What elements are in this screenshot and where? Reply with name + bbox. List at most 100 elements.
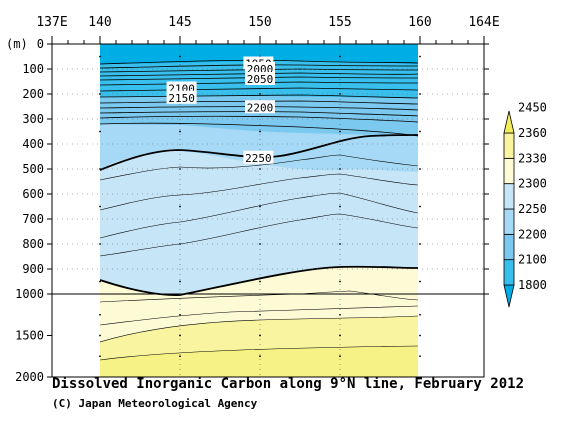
station-dot — [259, 334, 261, 337]
chart-title: Dissolved Inorganic Carbon along 9°N lin… — [52, 376, 525, 392]
station-dot — [99, 280, 101, 283]
contour-label-box — [243, 150, 274, 164]
colorbar-label: 1800 — [518, 278, 547, 292]
y-axis: 0 100 200 300 400 500 600 700 800 900 1000 1500 2000 — [15, 37, 489, 384]
colorbar-label: 2360 — [518, 126, 547, 140]
colorbar-segment — [503, 233, 515, 261]
x-tick-label: 155 — [328, 15, 351, 30]
band-2360 — [100, 316, 418, 377]
station-dot — [179, 55, 181, 58]
station-dot — [259, 130, 261, 133]
station-dot — [99, 93, 101, 95]
station-dot — [179, 334, 181, 337]
x-tick-label: 164E — [468, 15, 499, 30]
colorbar-under-triangle — [503, 284, 515, 308]
station-dot — [339, 205, 341, 208]
station-dot — [339, 280, 341, 283]
x-tick-label: 160 — [408, 15, 431, 30]
colorbar-segment — [503, 183, 515, 210]
station-dot — [179, 205, 181, 208]
colorbar: 1800 2100 2200 2250 2300 2330 2360 2450 — [503, 101, 547, 308]
y-tick-label: 400 — [22, 137, 44, 151]
contour-label-box — [166, 90, 197, 104]
y-tick-label: 0 — [37, 37, 44, 51]
contours-deep — [100, 290, 418, 361]
station-dot — [99, 130, 101, 133]
station-dot — [99, 243, 101, 245]
station-dot — [419, 55, 421, 58]
colorbar-label: 2450 — [518, 101, 547, 115]
colorbar-label: 2100 — [518, 253, 547, 267]
contour-label: 2200 — [247, 101, 274, 114]
contour-label: 2050 — [247, 73, 274, 86]
contour-2300-bold — [100, 265, 418, 296]
station-dot — [419, 93, 421, 95]
station-dot — [99, 205, 101, 208]
y-tick-label: 800 — [22, 237, 44, 251]
contour-lines — [100, 59, 418, 361]
chart-credit: (C) Japan Meteorological Agency — [52, 397, 258, 410]
contour-label: 2150 — [168, 92, 195, 105]
colorbar-segment — [503, 259, 515, 286]
contour-label-box — [245, 62, 275, 75]
contour-label: 2250 — [245, 152, 272, 165]
colorbar-label: 2330 — [518, 151, 547, 165]
colorbar-segment — [503, 208, 515, 235]
station-dot — [179, 130, 181, 133]
contour-labels: 1950200020502100215022002250 — [166, 56, 275, 165]
y-tick-label: 1500 — [15, 329, 44, 343]
station-dot — [99, 355, 101, 358]
y-tick-label: 2000 — [15, 370, 44, 384]
y-tick-label: 600 — [22, 187, 44, 201]
x-tick-label: 150 — [248, 15, 271, 30]
colorbar-over-triangle — [503, 110, 515, 134]
station-markers — [99, 55, 421, 358]
station-dot — [259, 280, 261, 283]
y-tick-label: 300 — [22, 112, 44, 126]
colorbar-label: 2250 — [518, 202, 547, 216]
x-tick-label: 145 — [168, 15, 191, 30]
colorbar-segment — [503, 157, 515, 185]
station-dot — [419, 130, 421, 133]
station-dot — [419, 168, 421, 170]
station-dot — [419, 280, 421, 283]
station-dot — [339, 334, 341, 337]
contour-label-box — [245, 72, 275, 85]
y-tick-label: 1000 — [15, 287, 44, 301]
band-1800 — [100, 44, 418, 64]
station-dot — [339, 55, 341, 58]
station-dot — [259, 355, 261, 358]
y-tick-label: 900 — [22, 262, 44, 276]
station-dot — [419, 313, 421, 316]
station-dot — [99, 334, 101, 337]
y-tick-label: 200 — [22, 87, 44, 101]
y-tick-label: 700 — [22, 212, 44, 226]
station-dot — [419, 205, 421, 208]
contour-2250-bold — [100, 134, 418, 171]
x-tick-label: 137E — [36, 15, 67, 30]
station-dot — [99, 168, 101, 170]
y-tick-label: 100 — [22, 62, 44, 76]
x-axis: 137E 140 145 150 155 160 164E — [36, 15, 500, 377]
station-dot — [339, 355, 341, 358]
station-dot — [179, 280, 181, 283]
band-2360-deep — [100, 346, 418, 377]
colorbar-label: 2300 — [518, 177, 547, 191]
station-dot — [99, 55, 101, 58]
contours-mid — [100, 154, 418, 257]
x-tick-label: 140 — [88, 15, 111, 30]
station-dot — [259, 205, 261, 208]
station-dot — [419, 243, 421, 245]
station-dot — [339, 130, 341, 133]
contours-dense-thermocline — [100, 59, 418, 137]
station-dot — [99, 313, 101, 316]
y-tick-label: 500 — [22, 162, 44, 176]
station-dot — [179, 355, 181, 358]
contour-label-box — [245, 100, 275, 114]
colorbar-segment — [503, 132, 515, 159]
y-axis-unit: (m) — [6, 37, 28, 51]
station-dot — [419, 355, 421, 358]
colorbar-label: 2200 — [518, 227, 547, 241]
station-dot — [419, 334, 421, 337]
